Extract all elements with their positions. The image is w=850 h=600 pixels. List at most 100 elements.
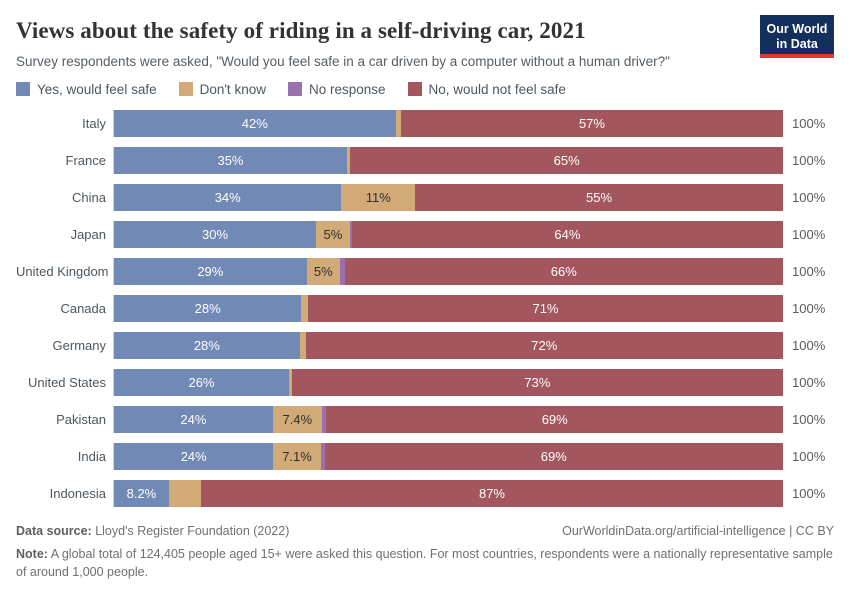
bar-stack: 24% 7.4% 69% [114,405,783,433]
bar-track: 26% 73% [113,368,783,396]
country-label: Japan [70,226,106,242]
bar-stack: 28% 72% [114,331,784,359]
bar-track: 28% 72% [113,331,784,359]
bar-segment-dont_know[interactable]: 7.4% [272,405,322,433]
bar-segment-yes[interactable]: 26% [114,368,289,396]
bar-stack: 26% 73% [114,368,783,396]
row-total-label: 100% [792,300,826,316]
bar-segment-yes[interactable]: 28% [114,294,302,322]
bar-segment-no[interactable]: 66% [344,257,783,285]
bar-row: India 24% 7.1% 69% 100% [16,442,834,470]
bar-segment-no_response[interactable] [321,405,327,433]
row-total-label: 100% [792,189,826,205]
bar-stack: 35% 65% [114,146,783,174]
row-total-label: 100% [792,263,826,279]
bar-segment-dont_know[interactable]: 5% [306,257,340,285]
footer-line1: Data source: Lloyd's Register Foundation… [16,524,834,538]
bar-segment-no[interactable]: 57% [400,109,783,137]
footnote: Note: A global total of 124,405 people a… [16,545,834,581]
bar-stack: 29% 5% 66% [114,257,783,285]
header: Views about the safety of riding in a se… [16,13,834,69]
owid-logo-line2: in Data [776,36,818,51]
bar-segment-no_response[interactable] [349,220,352,248]
legend-label: Yes, would feel safe [37,81,157,97]
bar-segment-no[interactable]: 69% [326,405,783,433]
bar-row: Germany 28% 72% 100% [16,331,834,359]
bar-stack: 42% 57% [114,109,783,137]
bar-row: United Kingdom 29% 5% 66% 100% [16,257,834,285]
bar-segment-no[interactable]: 64% [351,220,783,248]
bar-track: 29% 5% 66% [113,257,783,285]
chart-subtitle: Survey respondents were asked, "Would yo… [16,53,670,69]
legend-item-no_response[interactable]: No response [287,81,386,97]
owid-logo: Our World in Data [760,15,834,58]
bar-segment-dont_know[interactable] [395,109,401,137]
bar-segment-no[interactable]: 65% [350,146,783,174]
footer: Data source: Lloyd's Register Foundation… [16,524,834,581]
row-total-label: 100% [792,374,826,390]
bar-track: 35% 65% [113,146,783,174]
legend-label: No response [308,81,386,97]
bar-segment-no[interactable]: 69% [324,442,783,470]
bar-segment-no[interactable]: 71% [308,294,783,322]
bar-segment-yes[interactable]: 24% [114,442,274,470]
country-label: Canada [60,300,106,316]
bar-segment-dont_know[interactable]: 11% [341,183,416,211]
bar-segment-dont_know[interactable]: 7.1% [273,442,321,470]
bar-segment-dont_know[interactable] [301,294,308,322]
country-label: United Kingdom [16,263,109,279]
bar-stack: 34% 11% 55% [114,183,783,211]
owid-logo-line1: Our World [766,22,828,37]
legend-swatch-no_response [287,82,302,97]
legend-swatch-yes [16,82,30,97]
bar-row: Canada 28% 71% 100% [16,294,834,322]
bar-segment-no_response[interactable] [320,442,325,470]
stacked-bar-chart: Italy 42% 57% 100% France 35% 65% 100% China 34% 1… [16,109,834,507]
title-block: Views about the safety of riding in a se… [16,13,760,69]
bar-segment-dont_know[interactable] [346,146,351,174]
country-label: Germany [52,337,106,353]
bar-segment-yes[interactable]: 24% [114,405,273,433]
bar-segment-dont_know[interactable] [299,331,306,359]
bar-segment-no[interactable]: 72% [305,331,784,359]
bar-segment-yes[interactable]: 34% [114,183,342,211]
bar-segment-yes[interactable]: 28% [114,331,300,359]
bar-segment-no[interactable]: 73% [291,368,783,396]
legend-swatch-dont_know [178,82,193,97]
bar-segment-no[interactable]: 87% [200,479,783,507]
bar-row: China 34% 11% 55% 100% [16,183,834,211]
bar-segment-yes[interactable]: 8.2% [114,479,169,507]
bar-segment-no[interactable]: 55% [415,183,783,211]
country-label: Pakistan [56,411,106,427]
bar-stack: 28% 71% [114,294,783,322]
bar-segment-yes[interactable]: 42% [114,109,396,137]
bar-segment-yes[interactable]: 35% [114,146,347,174]
bar-segment-dont_know[interactable] [288,368,292,396]
bar-stack: 24% 7.1% 69% [114,442,783,470]
footnote-label: Note: [16,546,48,561]
bar-segment-yes[interactable]: 30% [114,220,317,248]
data-source-label: Data source: [16,523,92,538]
legend-item-yes[interactable]: Yes, would feel safe [16,82,157,97]
bar-track: 34% 11% 55% [113,183,783,211]
row-total-label: 100% [792,448,826,464]
bar-track: 24% 7.1% 69% [113,442,783,470]
row-total-label: 100% [792,337,826,353]
legend-item-dont_know[interactable]: Don't know [178,81,266,97]
bar-segment-no_response[interactable] [339,257,345,285]
data-source-text: Lloyd's Register Foundation (2022) [91,523,290,538]
bar-track: 24% 7.4% 69% [113,405,783,433]
bar-row: France 35% 65% 100% [16,146,834,174]
country-label: Indonesia [49,485,106,501]
bar-segment-dont_know[interactable]: 5% [316,220,350,248]
owid-logo-stripe [760,54,834,58]
bar-segment-dont_know[interactable] [168,479,201,507]
legend-item-no[interactable]: No, would not feel safe [407,82,566,97]
bar-row: Pakistan 24% 7.4% 69% 100% [16,405,834,433]
row-total-label: 100% [792,411,826,427]
bar-row: Indonesia 8.2% 87% 100% [16,479,834,507]
owid-cc-link[interactable]: OurWorldinData.org/artificial-intelligen… [562,523,834,538]
bar-segment-yes[interactable]: 29% [114,257,307,285]
legend-label: Don't know [199,81,266,97]
